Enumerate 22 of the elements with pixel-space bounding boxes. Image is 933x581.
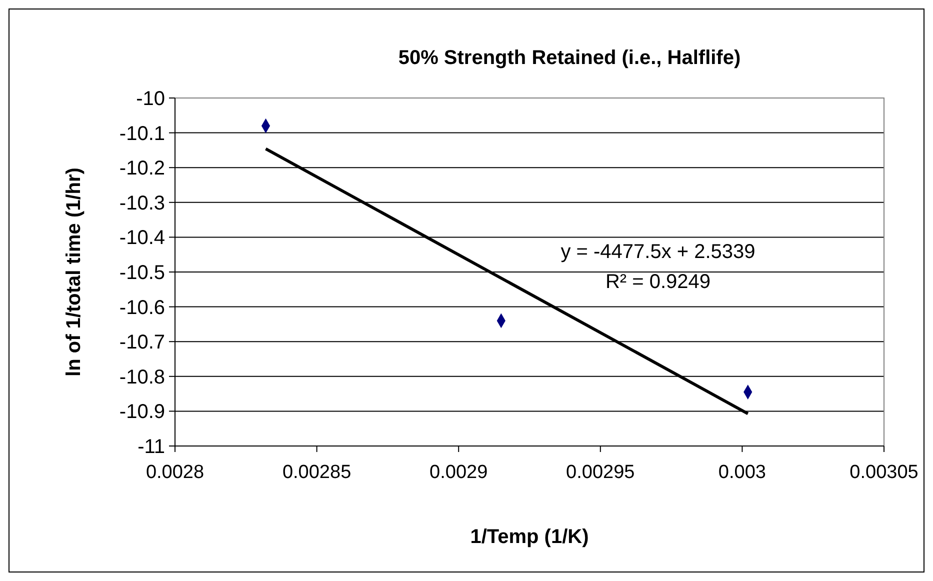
annotation: y = -4477.5x + 2.5339 <box>560 241 756 263</box>
x-axis-title: 1/Temp (1/K) <box>470 526 589 548</box>
y-tick-label: -10.7 <box>119 332 165 354</box>
y-tick-label: -11 <box>138 436 165 458</box>
y-tick-label: -10.4 <box>119 227 165 250</box>
y-tick-label: -10.2 <box>119 158 165 180</box>
y-tick-label: -10.8 <box>119 366 165 388</box>
y-axis-title: ln of 1/total time (1/hr) <box>63 168 85 376</box>
x-tick-label: 0.003 <box>718 462 766 483</box>
chart-title: 50% Strength Retained (i.e., Halflife) <box>398 47 741 69</box>
y-tick-label: -10.3 <box>119 192 165 214</box>
y-tick-label: -10.5 <box>119 262 165 284</box>
x-tick-label: 0.00305 <box>850 462 918 483</box>
y-tick-label: -10.1 <box>119 122 165 145</box>
x-tick-label: 0.0029 <box>430 462 488 483</box>
y-tick-label: -10.9 <box>119 401 165 424</box>
x-tick-label: 0.0028 <box>146 462 204 483</box>
y-tick-label: -10 <box>136 88 165 110</box>
x-tick-label: 0.00295 <box>566 462 635 483</box>
y-tick-label: -10.6 <box>119 296 165 319</box>
annotation: R² = 0.9249 <box>605 271 711 293</box>
x-tick-label: 0.00285 <box>282 462 352 483</box>
